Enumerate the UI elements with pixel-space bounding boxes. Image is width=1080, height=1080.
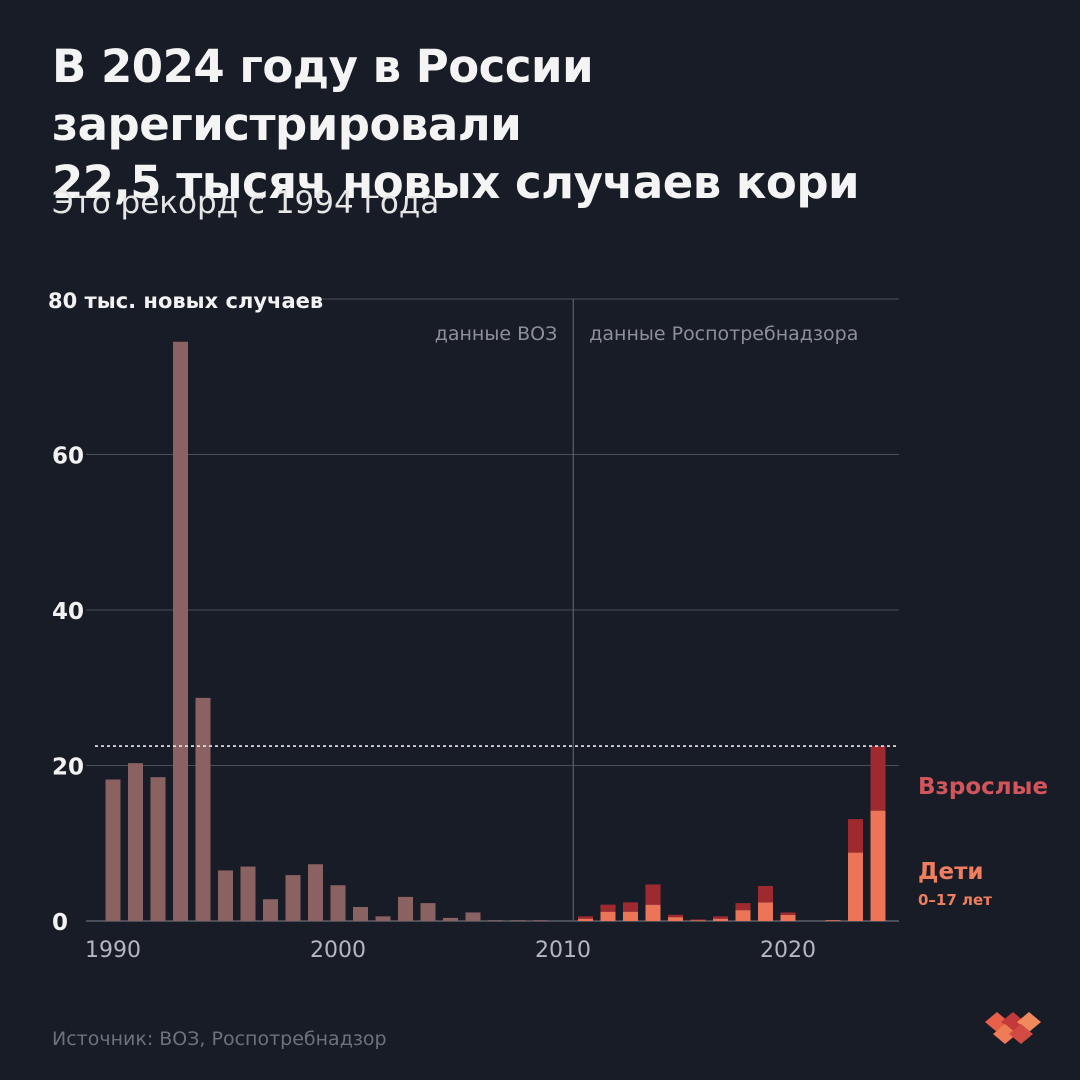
title-line-2: 22,5 тысяч новых случаев кори [52, 156, 860, 209]
who-bar [173, 341, 188, 921]
children-bar-segment [668, 917, 683, 921]
who-bar [308, 864, 323, 921]
who-bar [420, 903, 436, 921]
y-tick-label: 0 [52, 910, 68, 936]
x-tick-label: 1990 [85, 938, 141, 963]
children-bar-segment [780, 914, 796, 921]
adults-bar-segment [848, 819, 863, 853]
children-bar-segment [623, 911, 638, 921]
children-bar-segment [735, 910, 751, 921]
x-tick-label: 2020 [760, 938, 816, 963]
who-bar [375, 916, 391, 921]
who-bar [443, 917, 458, 921]
x-tick-label: 2000 [310, 938, 366, 963]
children-bar-segment [578, 918, 593, 921]
adults-bar-segment [578, 916, 593, 919]
who-bar [218, 870, 233, 921]
children-bar-segment [600, 911, 616, 921]
adults-bar-segment [780, 912, 796, 915]
source-note: Источник: ВОЗ, Роспотребнадзор [52, 1028, 387, 1050]
brand-logo-icon [985, 1012, 1041, 1044]
x-tick-label: 2010 [535, 938, 591, 963]
who-bar [150, 777, 166, 921]
who-bar [398, 896, 413, 921]
adults-bar-segment [870, 746, 886, 811]
who-bar [488, 920, 503, 921]
who-bar [263, 899, 278, 921]
legend-children: Дети [918, 859, 984, 885]
legend-children-age: 0–17 лет [918, 891, 992, 909]
children-bar-segment [645, 904, 661, 921]
children-bar-segment [848, 852, 863, 921]
children-bar-segment [690, 920, 706, 921]
who-bar [195, 697, 211, 921]
y-tick-label: 20 [52, 755, 84, 781]
adults-bar-segment [623, 902, 638, 912]
y-tick-label: 40 [52, 599, 84, 625]
children-bar-segment [713, 918, 728, 921]
rpn-data-annotation: данные Роспотребнадзора [589, 323, 858, 345]
who-bar [353, 907, 368, 921]
children-bar-segment [825, 920, 841, 921]
adults-bar-segment [690, 919, 706, 921]
adults-bar-segment [758, 886, 773, 903]
legend-adults: Взрослые [918, 774, 1048, 800]
who-bar [128, 763, 143, 921]
adults-bar-segment [600, 904, 616, 912]
adults-bar-segment [713, 916, 728, 919]
who-bar [240, 866, 256, 921]
children-bar-segment [758, 902, 773, 921]
who-bar [285, 875, 301, 921]
chart-subtitle: Это рекорд с 1994 года [52, 185, 440, 221]
y-axis-unit-label: 80 тыс. новых случаев [48, 289, 323, 313]
who-bar [533, 920, 548, 921]
who-data-annotation: данные ВОЗ [435, 323, 558, 345]
children-bar-segment [870, 810, 886, 921]
y-tick-label: 60 [52, 444, 84, 470]
chart-title: В 2024 году в России зарегистрировали 22… [52, 38, 1052, 212]
adults-bar-segment [735, 903, 751, 911]
who-bar [465, 912, 481, 921]
who-bar [330, 885, 346, 921]
who-bar [510, 920, 526, 921]
adults-bar-segment [668, 914, 683, 918]
title-line-1: В 2024 году в России зарегистрировали [52, 40, 594, 151]
adults-bar-segment [645, 884, 661, 905]
who-bar [105, 779, 121, 921]
